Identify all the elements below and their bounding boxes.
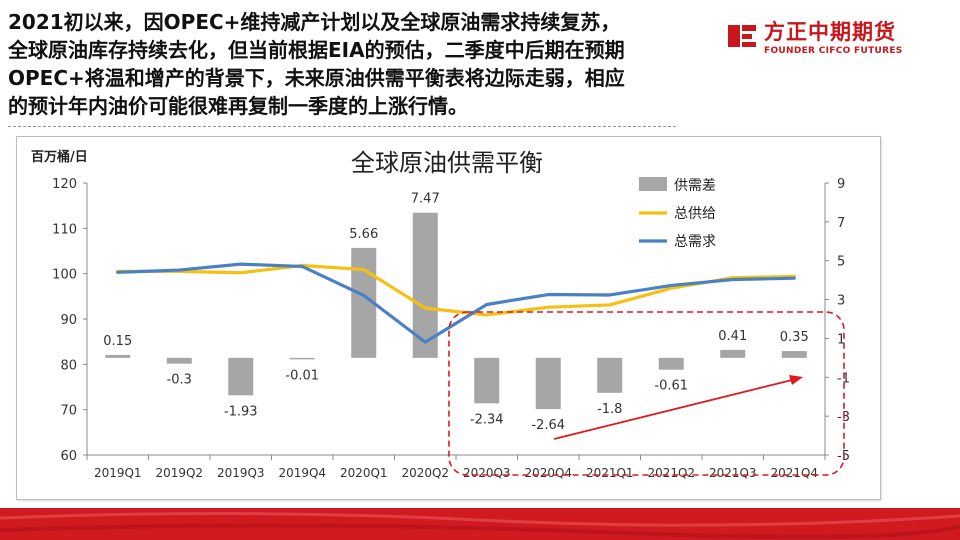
- gap-bar: [474, 357, 500, 404]
- gap-bar: [166, 357, 192, 364]
- headline-line-2: 全球原油库存持续去化，但当前根据EIA的预估，二季度中后期在预期: [8, 38, 625, 62]
- legend-label: 总需求: [674, 234, 716, 250]
- legend-label: 供需差: [674, 178, 716, 194]
- x-tick-label: 2019Q2: [155, 466, 203, 480]
- right-tick-label: 7: [837, 216, 845, 231]
- chart-title: 全球原油供需平衡: [351, 149, 543, 177]
- gap-bar: [535, 357, 561, 410]
- bar-data-label: -0.61: [654, 379, 688, 394]
- legend-gap-swatch: [639, 177, 667, 191]
- x-tick-label: 2020Q1: [340, 466, 388, 480]
- right-tick-label: 5: [837, 255, 845, 270]
- left-tick-label: 110: [52, 222, 77, 237]
- right-tick-label: 1: [837, 332, 845, 347]
- trend-arrow-shaft: [553, 379, 793, 440]
- bar-data-label: 0.15: [103, 334, 132, 349]
- bar-data-label: 0.35: [780, 330, 809, 345]
- x-tick-label: 2020Q4: [524, 466, 572, 480]
- chart-frame: 0.15 -0.3 -1.93 -0.01 5.66 7.47 -2.34 -2.64 -1.8…: [16, 136, 881, 500]
- right-tick-label: 9: [837, 177, 845, 192]
- x-tick-label: 2019Q3: [217, 466, 265, 480]
- supply-demand-chart: 0.15 -0.3 -1.93 -0.01 5.66 7.47 -2.34 -2.64 -1.8…: [31, 149, 850, 480]
- x-tick-label: 2020Q2: [401, 466, 449, 480]
- bar-data-label: -2.64: [531, 418, 565, 433]
- founder-logo-icon: [728, 25, 756, 47]
- demand-line: [116, 262, 796, 344]
- gap-bar: [105, 354, 131, 358]
- bar-data-label: -2.34: [470, 412, 504, 427]
- gap-bar: [658, 357, 684, 370]
- left-axis-unit: 百万桶/日: [31, 149, 88, 165]
- gap-bar: [412, 212, 438, 358]
- x-tick-label: 2019Q4: [278, 466, 326, 480]
- logo-cn-text: 方正中期期货: [764, 20, 896, 44]
- x-tick-label: 2021Q1: [586, 466, 634, 480]
- gap-bar: [781, 351, 807, 358]
- gap-bar: [597, 357, 623, 393]
- headline-line-3: OPEC+将温和增产的背景下，未来原油供需平衡表将边际走弱，相应: [8, 66, 625, 90]
- legend-label: 总供给: [674, 206, 716, 222]
- x-tick-label: 2021Q2: [647, 466, 695, 480]
- headline-line-1: 2021初以来，因OPEC+维持减产计划以及全球原油需求持续复苏，: [8, 10, 621, 34]
- left-tick-label: 120: [52, 177, 77, 192]
- headline: 2021初以来，因OPEC+维持减产计划以及全球原油需求持续复苏， 全球原油库存…: [8, 8, 718, 120]
- bar-data-label: 0.41: [718, 329, 747, 344]
- bar-data-label: -1.8: [597, 402, 622, 417]
- left-tick-label: 100: [52, 268, 77, 283]
- bar-data-label: -0.01: [285, 368, 319, 383]
- gap-bar: [228, 357, 254, 396]
- gap-bar: [289, 357, 315, 360]
- trend-arrow-head: [789, 375, 803, 385]
- bar-data-label: 7.47: [411, 192, 440, 207]
- right-tick-label: 3: [837, 294, 845, 309]
- x-tick-label: 2021Q3: [709, 466, 757, 480]
- gap-bar: [720, 349, 746, 358]
- left-tick-label: 70: [60, 404, 77, 419]
- left-tick-label: 90: [60, 313, 77, 328]
- logo-en-text: FOUNDER CIFCO FUTURES: [764, 46, 903, 56]
- headline-divider: [8, 126, 676, 127]
- bar-data-label: 5.66: [349, 227, 378, 242]
- company-logo: 方正中期期货 FOUNDER CIFCO FUTURES: [728, 16, 903, 56]
- bar-data-label: -0.3: [167, 373, 192, 388]
- supply-line: [116, 263, 796, 317]
- footer-banner: [0, 508, 960, 540]
- x-tick-label: 2021Q4: [770, 466, 818, 480]
- x-tick-label: 2020Q3: [463, 466, 511, 480]
- left-tick-label: 60: [60, 449, 77, 464]
- highlight-box: [448, 311, 845, 476]
- headline-line-4: 的预计年内油价可能很难再复制一季度的上涨行情。: [8, 94, 468, 118]
- x-tick-label: 2019Q1: [94, 466, 142, 480]
- left-tick-label: 80: [60, 358, 77, 373]
- bar-data-label: -1.93: [224, 404, 258, 419]
